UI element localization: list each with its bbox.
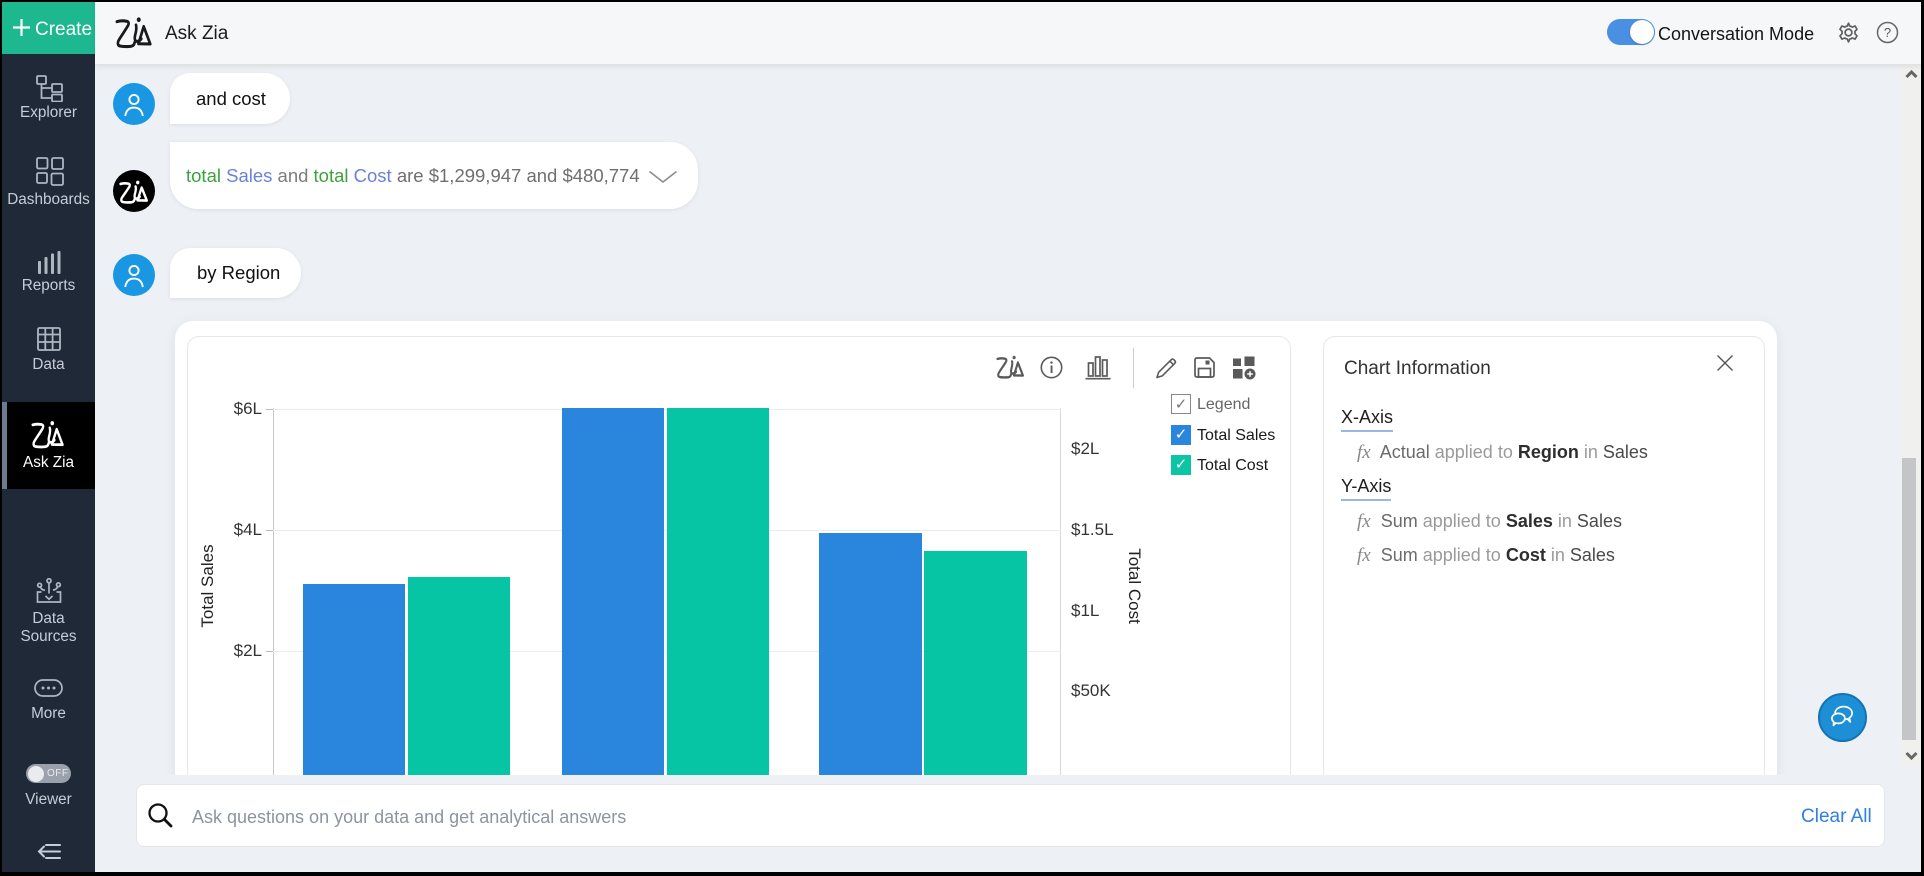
svg-text:?: ?	[1884, 25, 1891, 40]
